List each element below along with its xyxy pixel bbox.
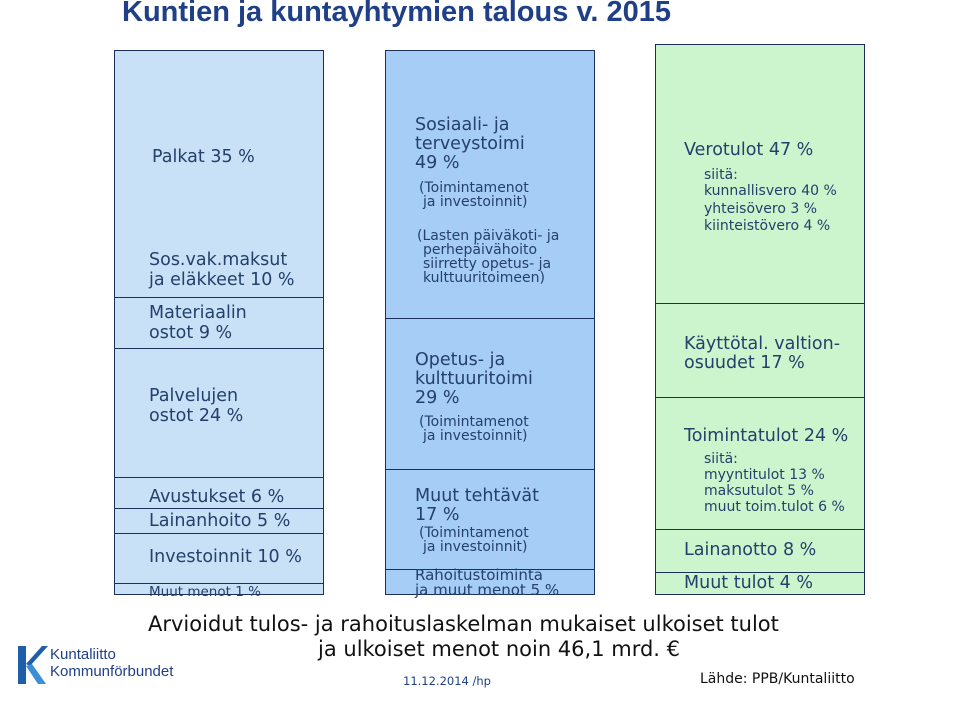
sote-label-line3: 49 %: [415, 153, 460, 173]
palvelujen-label-line2: ostot 24 %: [149, 406, 244, 426]
sote-note-line1: (Toimintamenot: [419, 180, 529, 196]
expenses-column: Palkat 35 % Sos.vak.maksut ja eläkkeet 1…: [114, 50, 324, 600]
muut-tehtavat-line2: 17 %: [415, 505, 460, 525]
muut-note-line2: ja investoinnit): [423, 539, 528, 555]
materiaalin-label-line2: ostot 9 %: [149, 323, 233, 343]
divider: [656, 303, 864, 304]
logo-text-line1: Kuntaliitto: [50, 646, 116, 663]
footer-summary-line2: ja ulkoiset menot noin 46,1 mrd. €: [318, 636, 681, 661]
toimintatulot-siita: siitä:: [704, 451, 738, 467]
divider: [656, 572, 864, 573]
page-title: Kuntien ja kuntayhtymien talous v. 2015: [122, 0, 672, 28]
palvelujen-label-line1: Palvelujen: [149, 386, 239, 406]
maksutulot-label: maksutulot 5 %: [704, 483, 814, 499]
divider: [656, 529, 864, 530]
lainanhoito-label: Lainanhoito 5 %: [149, 511, 291, 531]
revenues-column: Verotulot 47 % siitä: kunnallisvero 40 %…: [655, 44, 865, 595]
opetus-note-line2: ja investoinnit): [423, 428, 528, 444]
divider: [115, 508, 323, 509]
divider: [115, 348, 323, 349]
divider: [115, 533, 323, 534]
opetus-label-line2: kulttuuritoimi: [415, 369, 533, 389]
palkat-label: Palkat 35 %: [152, 147, 255, 167]
rahoitus-line2: ja muut menot 5 %: [415, 581, 560, 599]
kiinteistovero-label: kiinteistövero 4 %: [704, 218, 831, 234]
investoinnit-label: Investoinnit 10 %: [149, 547, 302, 567]
divider: [386, 318, 594, 319]
divider: [656, 397, 864, 398]
kunnallisvero-label: kunnallisvero 40 %: [704, 183, 837, 199]
footer-summary: Arvioidut tulos- ja rahoituslaskelman mu…: [148, 612, 848, 662]
kuntaliitto-logo-icon: [18, 646, 48, 684]
valtionosuudet-line1: Käyttötal. valtion-: [684, 334, 841, 354]
sote-extra-line4: kulttuuritoimeen): [423, 270, 545, 286]
verotulot-label: Verotulot 47 %: [684, 140, 814, 160]
valtionosuudet-line2: osuudet 17 %: [684, 353, 805, 373]
sote-label-line2: terveystoimi: [415, 134, 525, 154]
divider: [115, 477, 323, 478]
sote-note-line2: ja investoinnit): [423, 194, 528, 210]
divider: [386, 569, 594, 570]
muut-toimintatulot-label: muut toim.tulot 6 %: [704, 499, 845, 515]
opetus-label-line3: 29 %: [415, 388, 460, 408]
kuntaliitto-logo: Kuntaliitto Kommunförbundet: [14, 644, 194, 688]
footer-summary-line1: Arvioidut tulos- ja rahoituslaskelman mu…: [148, 612, 779, 636]
muut-menot-label: Muut menot 1 %: [149, 584, 261, 600]
myyntitulot-label: myyntitulot 13 %: [704, 467, 825, 483]
toimintatulot-label: Toimintatulot 24 %: [684, 426, 849, 446]
divider: [115, 297, 323, 298]
sote-extra-line1: (Lasten päiväkoti- ja: [417, 228, 560, 244]
muut-tulot-label: Muut tulot 4 %: [684, 573, 813, 593]
sote-extra-line3: siirretty opetus- ja: [423, 256, 552, 272]
sosvak-label-line1: Sos.vak.maksut: [149, 250, 288, 270]
logo-text: Kuntaliitto Kommunförbundet: [50, 646, 173, 681]
divider: [386, 469, 594, 470]
materiaalin-label-line1: Materiaalin: [149, 303, 247, 323]
sote-label-line1: Sosiaali- ja: [415, 115, 510, 135]
opetus-label-line1: Opetus- ja: [415, 350, 506, 370]
lainanotto-label: Lainanotto 8 %: [684, 540, 817, 560]
source-label: Lähde: PPB/Kuntaliitto: [700, 671, 855, 687]
rahoitus-line1: Rahoitustoiminta: [415, 566, 543, 584]
functions-column: Sosiaali- ja terveystoimi 49 % (Toiminta…: [385, 50, 595, 598]
sosvak-label-line2: ja eläkkeet 10 %: [149, 270, 295, 290]
divider: [115, 583, 323, 584]
logo-text-line2: Kommunförbundet: [50, 663, 174, 681]
verotulot-siita: siitä:: [704, 167, 738, 183]
opetus-note-line1: (Toimintamenot: [419, 414, 529, 430]
muut-note-line1: (Toimintamenot: [419, 525, 529, 541]
sote-extra-line2: perhepäivähoito: [423, 242, 538, 258]
yhteisovero-label: yhteisövero 3 %: [704, 201, 818, 217]
date-label: 11.12.2014 /hp: [403, 674, 491, 688]
avustukset-label: Avustukset 6 %: [149, 487, 285, 507]
muut-tehtavat-line1: Muut tehtävät: [415, 486, 539, 506]
